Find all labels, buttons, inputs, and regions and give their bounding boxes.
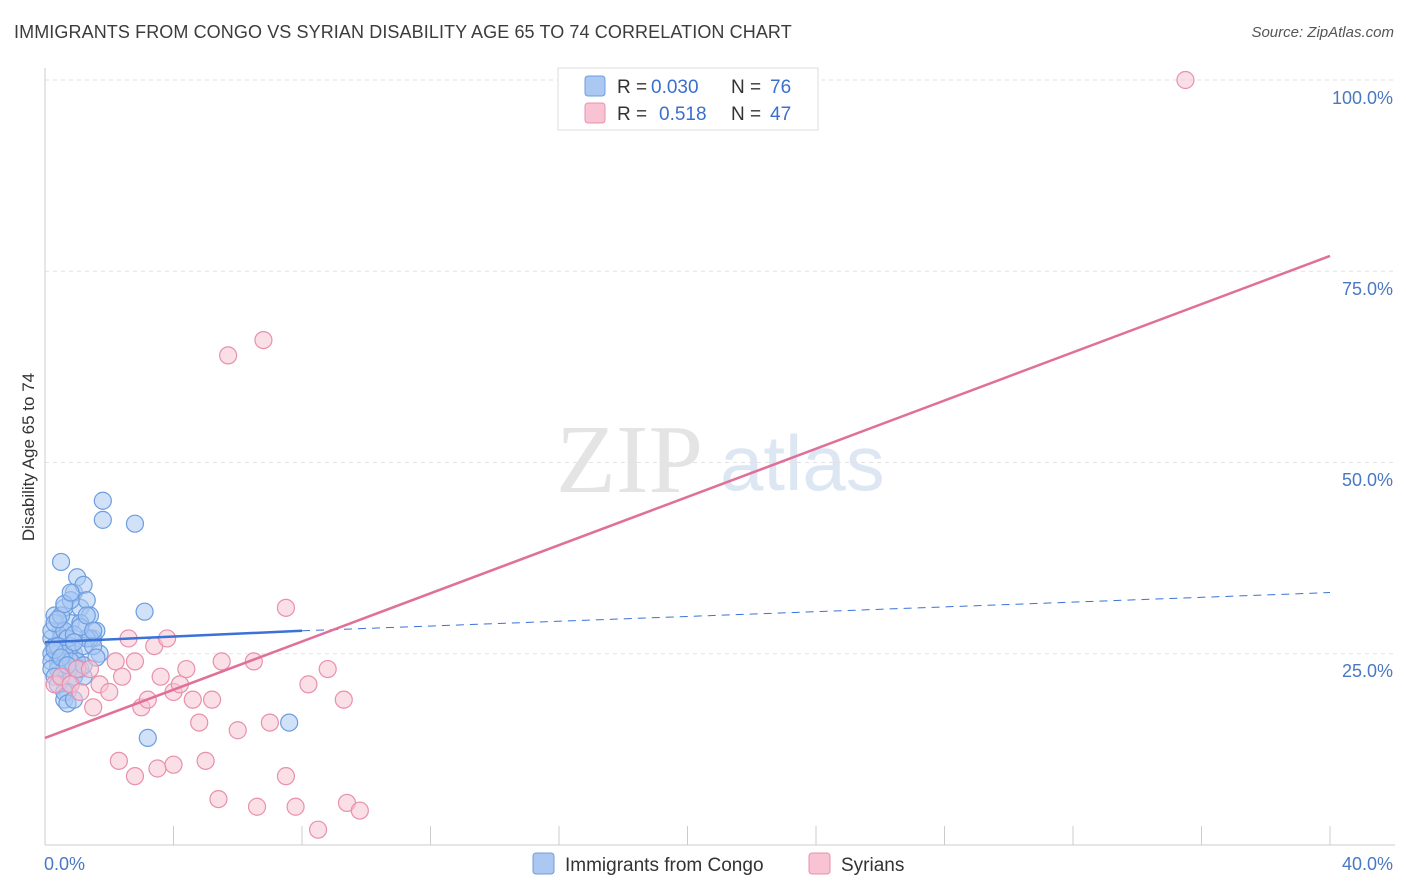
point-syrians-40 (286, 797, 305, 816)
point-congo-40 (51, 552, 71, 572)
legend-r-label-syrians: R = (617, 104, 647, 125)
legend-n-value-syrians: 47 (770, 104, 791, 125)
point-congo-17 (77, 591, 96, 610)
point-syrians-37 (209, 789, 228, 809)
point-syrians-34 (148, 759, 167, 778)
series-syrians-points (45, 70, 1195, 839)
point-syrians-46 (1176, 70, 1195, 90)
x-tick-label-min: 0.0% (44, 854, 85, 874)
point-congo-68 (93, 491, 112, 510)
point-syrians-27 (260, 713, 279, 732)
y-tick-label-25: 25.0% (1342, 661, 1393, 681)
bottom-legend: Immigrants from Congo Syrians (532, 852, 904, 876)
point-congo-66 (61, 583, 80, 602)
point-syrians-30 (318, 659, 337, 679)
point-congo-71 (135, 602, 154, 621)
point-syrians-43 (308, 820, 328, 839)
point-syrians-16 (151, 667, 170, 686)
trend-line-congo-extension (301, 592, 1331, 632)
legend-swatch-syrians (584, 102, 606, 124)
legend-n-label-syrians: N = (731, 104, 761, 125)
point-syrians-32 (109, 751, 128, 770)
y-tick-label-100: 100.0% (1332, 88, 1393, 108)
legend-n-label-congo: N = (731, 77, 761, 98)
x-tick-label-max: 40.0% (1342, 854, 1393, 874)
legend-r-value-syrians: 0.518 (659, 104, 707, 125)
point-syrians-36 (196, 751, 215, 770)
bottom-legend-label-congo: Immigrants from Congo (565, 855, 764, 876)
point-syrians-22 (190, 713, 209, 732)
point-syrians-5 (80, 659, 100, 679)
legend-n-value-congo: 76 (770, 77, 791, 98)
point-syrians-20 (177, 659, 196, 679)
bottom-legend-label-syrians: Syrians (841, 855, 904, 876)
chart-source: Source: ZipAtlas.com (1251, 24, 1394, 41)
point-congo-74 (84, 621, 103, 640)
point-syrians-23 (202, 690, 222, 709)
point-syrians-17 (157, 629, 177, 648)
trend-lines (44, 254, 1331, 740)
point-syrians-33 (125, 767, 145, 786)
trend-line-syrians (44, 254, 1331, 740)
point-syrians-12 (125, 652, 145, 671)
point-syrians-35 (164, 755, 183, 774)
bottom-legend-swatch-congo (532, 852, 555, 875)
trend-line-congo (44, 629, 303, 644)
point-congo-69 (93, 510, 112, 529)
point-congo-70 (125, 514, 145, 533)
point-syrians-24 (212, 652, 231, 671)
point-syrians-42 (350, 801, 369, 820)
point-syrians-21 (183, 690, 202, 709)
point-syrians-4 (71, 682, 90, 702)
point-syrians-39 (276, 767, 296, 786)
point-syrians-10 (112, 667, 132, 686)
point-syrians-9 (106, 652, 125, 671)
y-tick-label-75: 75.0% (1342, 279, 1393, 299)
point-syrians-6 (84, 698, 103, 717)
series-congo-points (42, 491, 299, 748)
point-congo-72 (138, 728, 157, 748)
point-syrians-8 (100, 682, 119, 702)
grid-lines (45, 79, 1395, 655)
y-axis-label: Disability Age 65 to 74 (19, 373, 38, 541)
point-syrians-25 (228, 721, 247, 740)
point-syrians-38 (247, 797, 267, 816)
legend-r-label-congo: R = (617, 77, 647, 98)
bottom-legend-swatch-syrians (808, 852, 831, 875)
point-syrians-31 (334, 690, 353, 709)
point-syrians-28 (276, 598, 296, 617)
point-congo-67 (77, 606, 96, 625)
point-syrians-44 (219, 346, 238, 365)
legend-box: R = 0.030 N = 76 R = 0.518 N = 47 (557, 67, 819, 131)
chart-title: IMMIGRANTS FROM CONGO VS SYRIAN DISABILI… (14, 22, 792, 42)
point-syrians-29 (299, 675, 318, 694)
legend-swatch-congo (584, 75, 606, 97)
point-congo-64 (48, 610, 67, 629)
watermark-zip: ZIP (556, 406, 703, 514)
legend-r-value-congo: 0.030 (651, 77, 699, 98)
x-axis-ticks (173, 826, 1331, 845)
y-tick-label-50: 50.0% (1342, 470, 1393, 490)
point-congo-73 (280, 713, 299, 732)
point-syrians-45 (254, 331, 273, 350)
